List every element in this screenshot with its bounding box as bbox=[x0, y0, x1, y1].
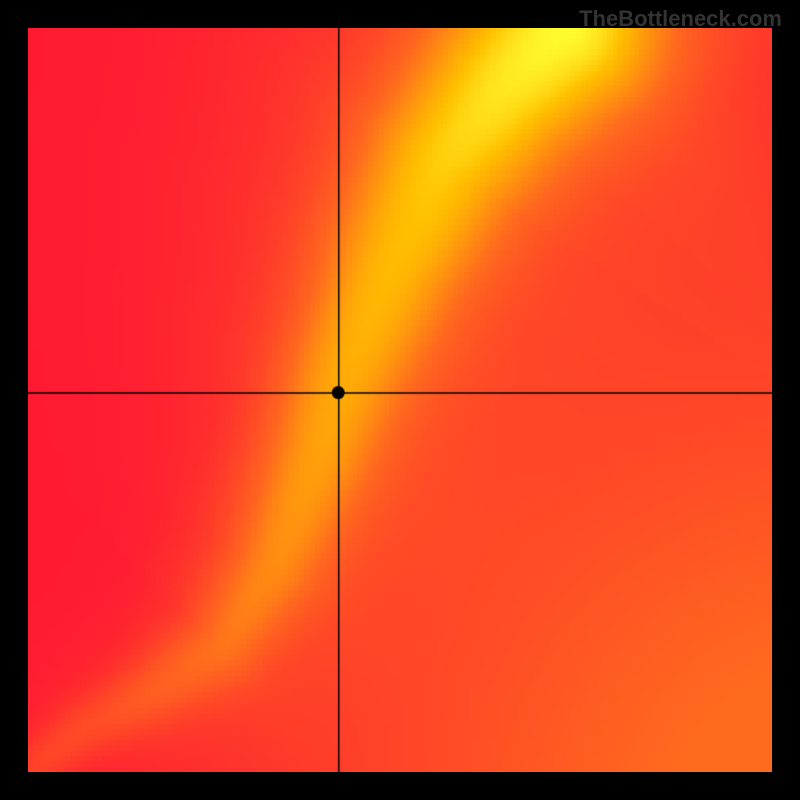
watermark-text: TheBottleneck.com bbox=[579, 6, 782, 32]
crosshair-overlay bbox=[28, 28, 772, 772]
chart-container: { "watermark": { "text": "TheBottleneck.… bbox=[0, 0, 800, 800]
